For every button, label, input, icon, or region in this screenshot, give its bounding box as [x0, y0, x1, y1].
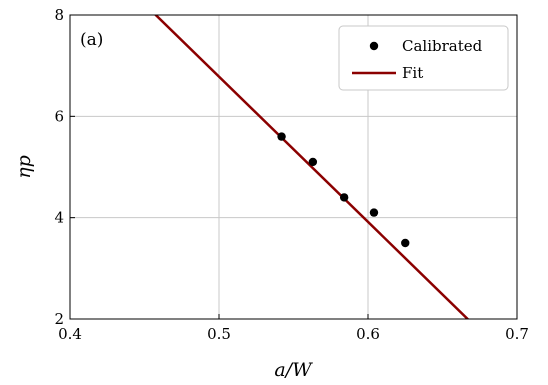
calibrated-point: [277, 132, 286, 141]
calibrated-point: [339, 193, 349, 202]
x-tick-label: 0.6: [356, 325, 380, 343]
y-tick-label: 8: [54, 6, 64, 24]
legend-box: [338, 25, 509, 91]
svg-text:ηp: ηp: [13, 155, 35, 179]
calibrated-point: [369, 208, 379, 217]
x-tick-label: 0.7: [505, 325, 529, 343]
x-tick-label: 0.5: [207, 325, 231, 343]
x-axis-title: a/W: [274, 359, 313, 381]
legend-label-fit: Fit: [402, 64, 423, 82]
tick-labels: 0.4 0.5 0.6 0.7 2 4 6 8: [54, 6, 528, 343]
legend: Calibrated Fit: [338, 25, 509, 91]
legend-label-calibrated: Calibrated: [402, 37, 483, 55]
plot-frame: [69, 14, 518, 320]
y-tick-label: 6: [54, 107, 64, 125]
calibrated-point: [401, 238, 410, 248]
panel-label: (a): [80, 30, 103, 50]
series-layer: [153, 15, 470, 319]
legend-marker-calibrated: [369, 41, 379, 51]
fit-line: [153, 15, 470, 319]
x-tick-label: 0.4: [58, 325, 82, 343]
y-tick-label: 2: [54, 310, 64, 328]
calibrated-point: [308, 157, 318, 167]
y-tick-label: 4: [54, 209, 64, 227]
y-axis-title: ηp: [13, 155, 35, 179]
